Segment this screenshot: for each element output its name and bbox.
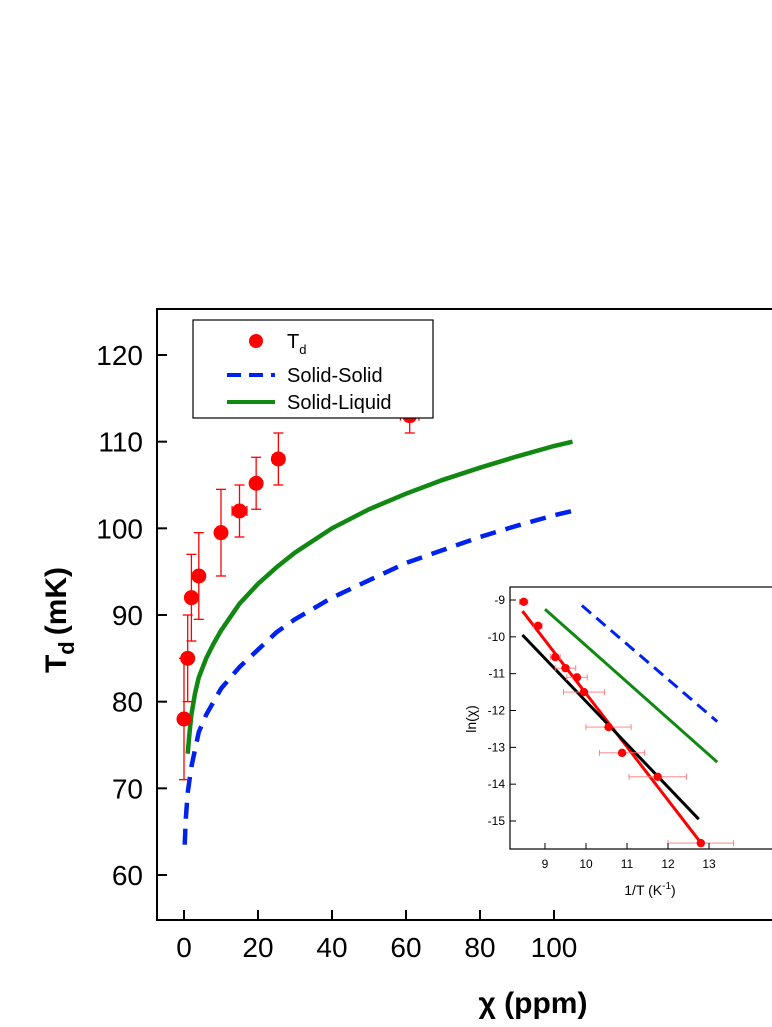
td-marker	[180, 650, 196, 666]
inset-chart: 9 10 11 12 13 -9 -10 -11 -12 -13 -14 -15 ln(χ) 1/T …	[463, 586, 772, 898]
inset-series-layer	[519, 597, 735, 848]
legend-label-solid-solid: Solid-Solid	[287, 365, 383, 387]
inset-y-tick-label: -10	[488, 630, 506, 644]
inset-point	[549, 652, 561, 662]
solid-liquid-curve	[185, 439, 574, 754]
td-point	[213, 488, 229, 577]
inset-y-tick-label: -12	[488, 704, 506, 718]
inset-point	[554, 663, 577, 673]
x-tick-label: 0	[176, 932, 192, 963]
inset-point	[599, 748, 646, 758]
inset-marker	[653, 772, 662, 781]
y-tick-label: 70	[112, 773, 143, 804]
inset-y-tick-label: -11	[489, 667, 506, 681]
td-marker	[183, 590, 199, 606]
inset-marker	[696, 838, 705, 848]
x-tick-label: 80	[464, 932, 495, 963]
inset-y-tick-label: -13	[488, 740, 506, 754]
inset-fit-line	[580, 604, 719, 723]
inset-point	[563, 687, 605, 697]
legend: Td Solid-Solid Solid-Liquid	[192, 319, 434, 419]
inset-point	[566, 673, 588, 682]
inset-marker	[604, 722, 613, 732]
inset-point	[628, 772, 687, 781]
y-tick-label: 100	[96, 513, 143, 544]
solid-solid-curve	[182, 508, 574, 845]
y-tick-label: 60	[112, 860, 143, 891]
inset-marker	[617, 748, 627, 758]
td-marker	[248, 475, 264, 491]
td-point	[176, 657, 192, 781]
inset-frame	[509, 586, 772, 850]
y-tick-label: 90	[112, 600, 143, 631]
legend-label-td: Td	[287, 331, 306, 357]
y-tick-label: 110	[98, 427, 143, 458]
legend-label-solid-liquid: Solid-Liquid	[287, 392, 392, 414]
td-marker	[232, 503, 247, 519]
td-point	[231, 484, 248, 538]
x-tick-label: 20	[242, 932, 273, 963]
td-marker	[176, 711, 192, 727]
inset-axes: 9 10 11 12 13 -9 -10 -11 -12 -13 -14 -15	[488, 593, 716, 871]
inset-y-tick-label: -14	[488, 777, 506, 791]
inset-marker	[572, 673, 582, 682]
td-point	[270, 432, 286, 486]
inset-y-tick-label: -15	[488, 814, 506, 828]
inset-x-tick-label: 12	[661, 857, 675, 871]
inset-point	[533, 621, 543, 630]
main-axes: 0 20 40 60 80 100 60 70 80 90 100 110 120	[96, 308, 772, 963]
td-marker	[270, 451, 286, 467]
y-axis-label: Td(mK)	[40, 567, 79, 673]
inset-marker	[579, 687, 589, 697]
x-tick-label: 100	[531, 932, 578, 963]
main-series-layer	[176, 397, 574, 845]
inset-background	[510, 587, 772, 849]
x-tick-label: 40	[316, 932, 347, 963]
y-tick-label: 80	[112, 687, 143, 718]
inset-marker	[519, 597, 528, 607]
td-point	[183, 553, 199, 642]
legend-marker-td	[249, 334, 263, 348]
inset-marker	[551, 652, 560, 662]
x-tick-label: 60	[390, 932, 421, 963]
inset-x-axis-label: 1/T (K-1)	[624, 881, 675, 898]
inset-x-tick-label: 10	[579, 857, 593, 871]
td-point	[191, 532, 207, 620]
td-point	[248, 456, 264, 510]
inset-point	[585, 722, 632, 732]
inset-x-tick-label: 13	[702, 857, 716, 871]
inset-x-tick-label: 9	[542, 857, 549, 871]
inset-fit-line	[544, 608, 719, 764]
td-point	[180, 614, 196, 703]
inset-point	[519, 597, 529, 607]
inset-x-tick-label: 11	[621, 857, 634, 871]
x-axis-label: χ (ppm)	[479, 987, 588, 1020]
inset-marker	[561, 663, 570, 673]
td-marker	[191, 568, 207, 584]
inset-y-axis-label: ln(χ)	[463, 705, 479, 733]
inset-marker	[533, 621, 543, 630]
inset-y-tick-label: -9	[494, 593, 505, 607]
y-tick-label: 120	[96, 340, 143, 371]
td-marker	[213, 525, 229, 541]
